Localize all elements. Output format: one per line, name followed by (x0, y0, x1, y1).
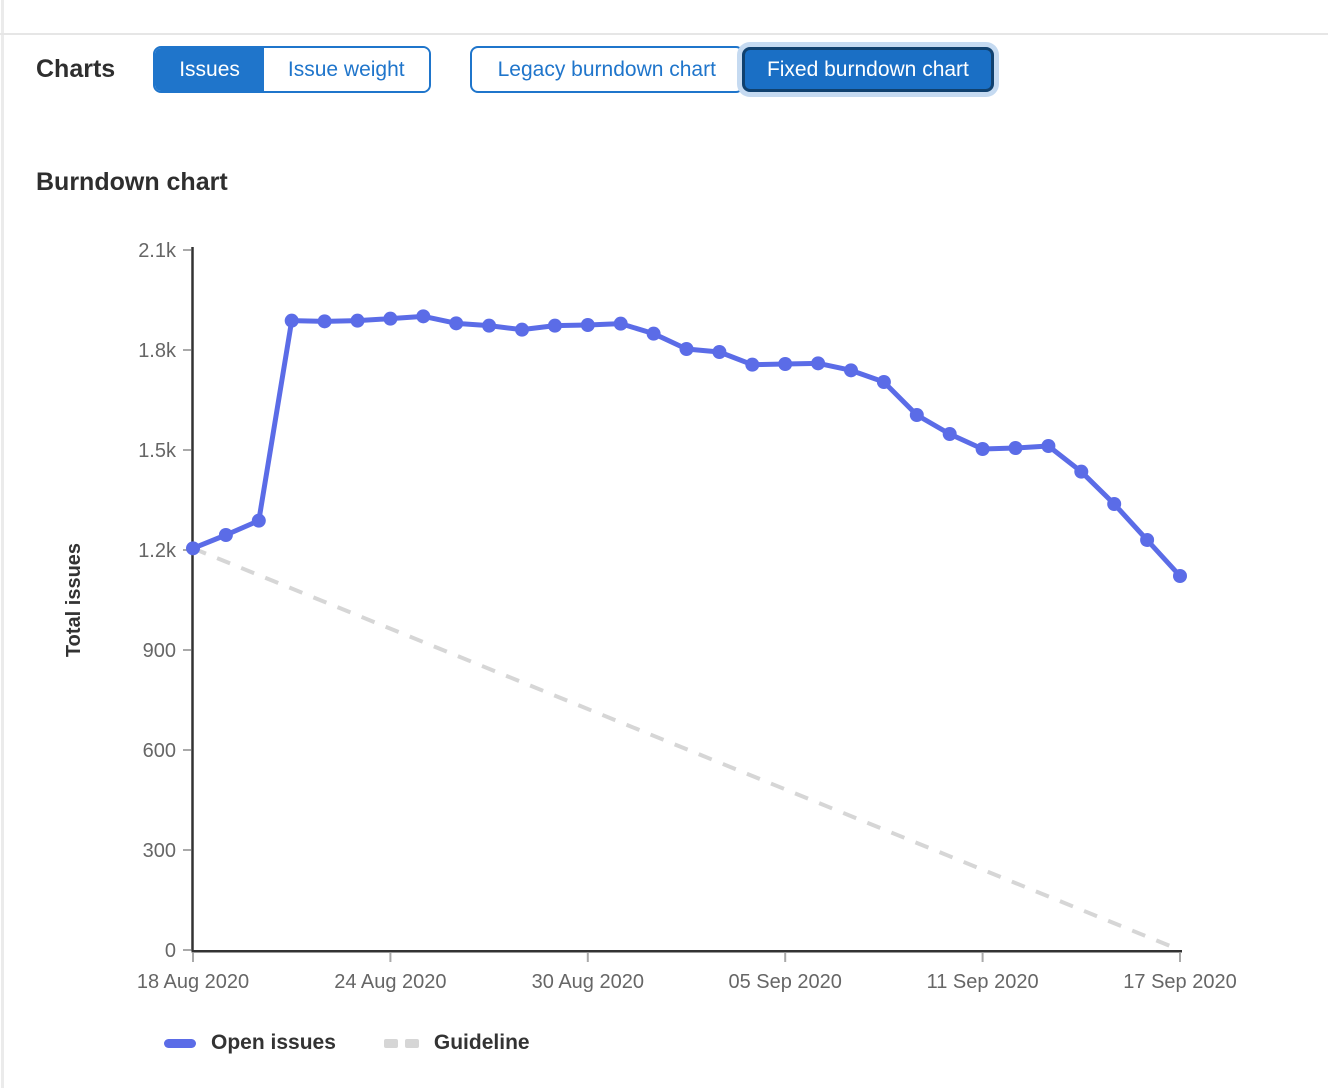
data-point (218, 528, 233, 542)
legacy-burndown-chart-button[interactable]: Legacy burndown chart (469, 46, 744, 93)
data-point (317, 314, 332, 329)
x-tick-label: 11 Sep 2020 (927, 971, 1039, 993)
data-point (580, 318, 595, 332)
panel-left-border (1, 0, 4, 1088)
y-tick-label: 600 (143, 740, 176, 762)
data-point (844, 363, 858, 378)
data-point (1140, 533, 1155, 547)
legend-item-open-issues[interactable]: Open issues (164, 1031, 336, 1055)
data-point (186, 541, 200, 556)
data-point (778, 357, 793, 371)
y-tick-label: 1.2k (138, 540, 177, 562)
guideline-line (192, 546, 1181, 952)
charts-header: Charts Issues Issue weight Legacy burndo… (36, 46, 1328, 93)
x-tick-label: 24 Aug 2020 (334, 971, 446, 993)
data-point (613, 316, 628, 331)
data-point (975, 442, 990, 456)
data-point (416, 309, 431, 324)
guideline-swatch (383, 1038, 419, 1048)
data-point (1008, 441, 1023, 455)
data-point (1107, 497, 1122, 511)
fixed-burndown-chart-button[interactable]: Fixed burndown chart (741, 47, 994, 92)
data-point (449, 316, 464, 331)
burndown-version-toggle: Legacy burndown chart Fixed burndown cha… (469, 46, 994, 93)
data-point (383, 311, 398, 326)
data-point (942, 427, 957, 441)
toggle-issue-weight-button[interactable]: Issue weight (263, 48, 429, 91)
chart-legend: Open issues Guideline (0, 1031, 1328, 1055)
burndown-chart: 0 300 600 900 1.2k 1.5k 1.8k 2.1k 18 Aug 2020 24 … (0, 223, 1328, 1013)
burndown-chart-svg: 0 300 600 900 1.2k 1.5k 1.8k 2.1k 18 Aug 2020 24 … (63, 240, 1237, 993)
data-point (909, 408, 924, 422)
data-point (251, 513, 266, 528)
y-tick-label: 300 (143, 840, 176, 862)
data-point (482, 318, 497, 333)
y-axis-title: Total issues (63, 543, 85, 657)
open-issues-swatch (164, 1038, 196, 1048)
y-tick-label: 0 (165, 940, 176, 962)
data-point (646, 326, 661, 341)
x-tick-label: 17 Sep 2020 (1123, 971, 1236, 993)
x-tick-label: 30 Aug 2020 (532, 971, 644, 993)
issue-type-toggle: Issues Issue weight (153, 46, 431, 93)
y-tick-label: 1.5k (138, 440, 177, 462)
data-point (679, 342, 694, 356)
data-point (547, 318, 562, 333)
data-point (876, 375, 891, 389)
data-point (1074, 464, 1089, 479)
milestone-charts-page: Charts Issues Issue weight Legacy burndo… (0, 35, 1328, 1055)
data-point (515, 322, 529, 337)
charts-title: Charts (36, 55, 116, 83)
data-point (350, 313, 365, 328)
data-point (284, 313, 299, 328)
data-point (1041, 439, 1056, 453)
data-point (712, 345, 727, 359)
x-tick-label: 18 Aug 2020 (137, 971, 249, 993)
y-tick-label: 1.8k (138, 340, 177, 362)
data-point (1173, 569, 1187, 583)
top-divider (0, 33, 1328, 35)
data-point (745, 357, 760, 372)
legend-item-guideline[interactable]: Guideline (383, 1031, 530, 1055)
legend-label-guideline: Guideline (433, 1031, 530, 1054)
y-tick-label: 900 (143, 640, 176, 662)
x-tick-label: 05 Sep 2020 (728, 971, 841, 993)
toggle-issues-button[interactable]: Issues (155, 48, 264, 91)
legend-label-open-issues: Open issues (211, 1031, 336, 1054)
data-point (811, 356, 826, 371)
y-tick-label: 2.1k (138, 240, 177, 262)
section-title: Burndown chart (36, 168, 228, 196)
